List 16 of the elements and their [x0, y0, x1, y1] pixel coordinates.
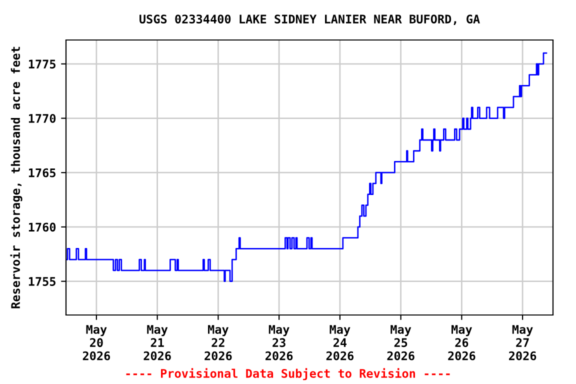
x-tick-label: May 22 2026: [204, 325, 232, 360]
y-tick-label: 1770: [28, 114, 56, 123]
x-tick-label: May 20 2026: [82, 325, 110, 360]
x-tick-label: May 21 2026: [144, 325, 171, 360]
y-tick-label: 1755: [28, 277, 56, 286]
chart-title: USGS 02334400 LAKE SIDNEY LANIER NEAR BUFORD, GA: [140, 14, 480, 25]
text: ---- Provisional Data Subject to Revision ----: [126, 368, 450, 380]
y-tick-label: 1775: [28, 60, 56, 69]
x-tick-label: May 23 2026: [266, 325, 293, 360]
x-tick-label: May 24 2026: [326, 325, 354, 360]
y-tick-label: 1765: [28, 168, 56, 178]
y-axis-title: Reservoir storage, thousand acre feet: [10, 46, 22, 308]
x-tick-label: May 26 2026: [448, 325, 476, 360]
y-tick-label: 1760: [28, 222, 56, 232]
x-tick-label: May 27 2026: [509, 325, 536, 360]
x-tick-label: May 25 2026: [387, 325, 414, 360]
